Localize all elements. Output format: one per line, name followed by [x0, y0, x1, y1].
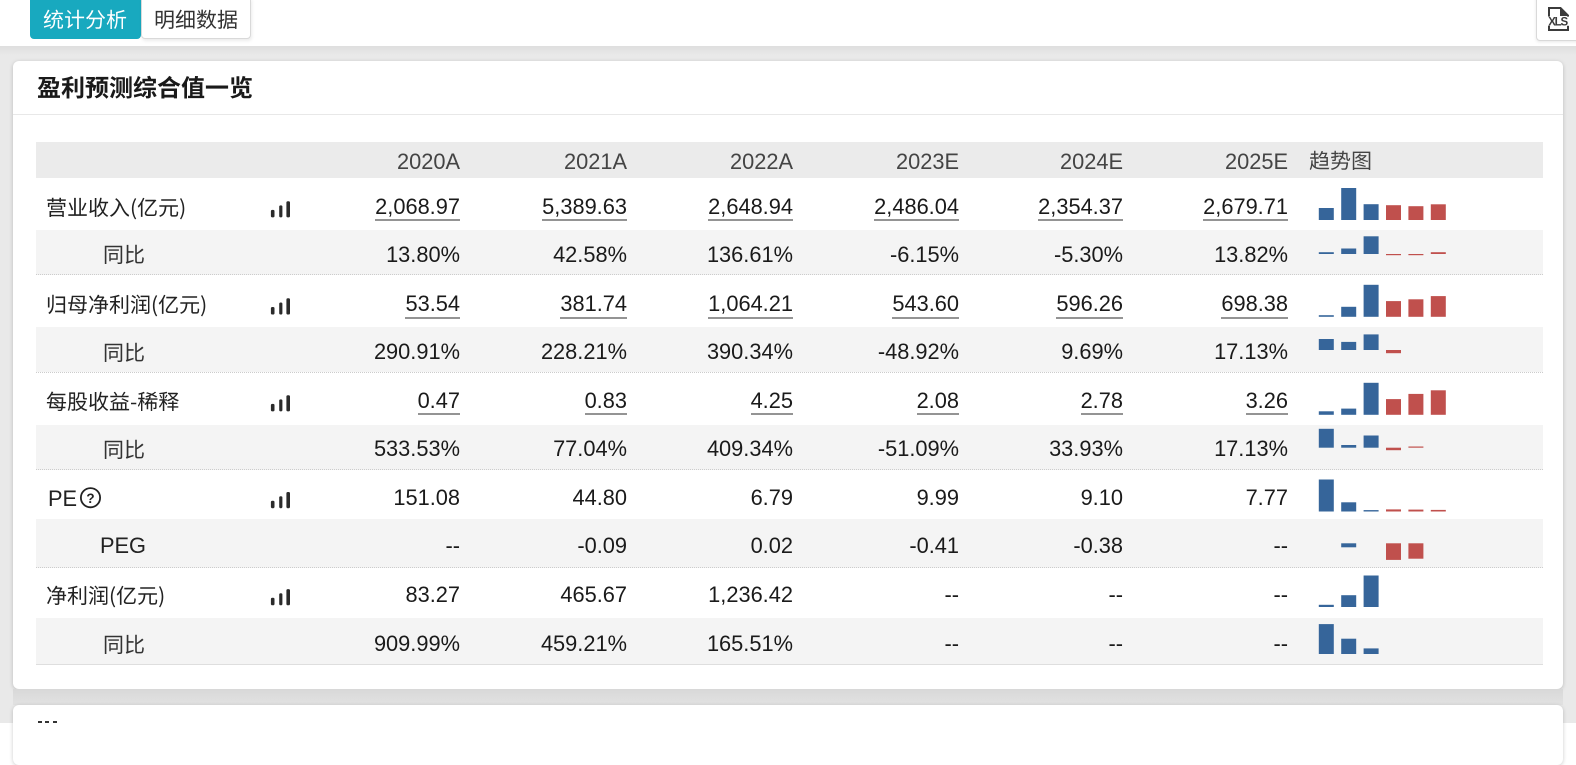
svg-text:XLS: XLS	[1548, 16, 1568, 28]
svg-text:?: ?	[86, 491, 94, 506]
